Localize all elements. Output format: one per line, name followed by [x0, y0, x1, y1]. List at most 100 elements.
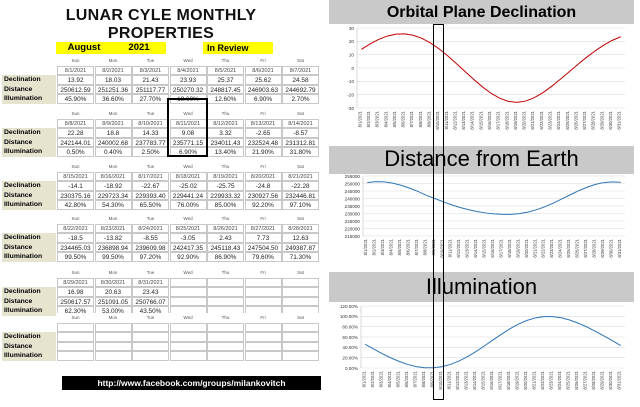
x-tick-label: 8/2/2021 [366, 110, 371, 127]
distance-cell [244, 341, 282, 351]
declination-cell: 18.8 [94, 128, 132, 138]
weekday-header: Wed [169, 214, 207, 224]
y-tick-label: 0.00% [345, 366, 358, 371]
page-title: LUNAR CYLE MONTHLY PROPERTIES [65, 7, 257, 42]
illumination-cell: 12.60% [207, 94, 244, 104]
x-tick-label: 8/12/2021 [456, 238, 461, 257]
date-cell: 8/17/2021 [132, 171, 169, 181]
distance-cell: 239609.98 [132, 242, 169, 252]
weekday-header: Sat [282, 214, 319, 224]
weekday-header: Fri [244, 313, 282, 323]
distance-cell [282, 296, 319, 306]
date-cell: 8/19/2021 [207, 171, 244, 181]
x-tick-label: 8/28/2021 [591, 370, 596, 389]
weekday-header: Mon [94, 162, 132, 172]
x-tick-label: 8/23/2021 [549, 238, 554, 257]
distance-cell: 245118.43 [207, 242, 244, 252]
illumination-cell: 71.30% [282, 252, 319, 262]
year-label: 2021 [112, 42, 166, 54]
x-tick-label: 8/30/2021 [608, 238, 613, 257]
distance-cell [169, 296, 207, 306]
weekday-header: Wed [169, 268, 207, 278]
x-tick-label: 8/18/2021 [507, 238, 512, 257]
x-tick-label: 8/15/2021 [478, 110, 483, 129]
distance-cell [244, 296, 282, 306]
declination-cell [207, 332, 244, 342]
weekday-header: Fri [244, 109, 282, 119]
distance-cell [169, 341, 207, 351]
declination-cell: 3.32 [207, 128, 244, 138]
weekday-header: Tue [132, 313, 169, 323]
row-declination: Declination [2, 332, 322, 342]
x-tick-label: 8/25/2021 [565, 110, 570, 129]
x-tick-label: 8/16/2021 [489, 370, 494, 389]
x-tick-label: 8/19/2021 [513, 110, 518, 129]
weekday-header: Sun [57, 214, 94, 224]
weekday-header: Mon [94, 109, 132, 119]
date-cell: 8/9/2021 [94, 118, 132, 128]
x-tick-label: 8/17/2021 [498, 238, 503, 257]
declination-cell [169, 287, 207, 297]
x-tick-label: 8/14/2021 [472, 370, 477, 389]
x-tick-label: 8/30/2021 [608, 370, 613, 389]
row-label: Distance [2, 242, 56, 252]
illumination-cell: 86.90% [207, 252, 244, 262]
distance-cell: 231312.81 [282, 137, 319, 147]
y-tick-label: 60.00% [342, 335, 358, 340]
declination-cell: -24.8 [244, 181, 282, 191]
row-label: Illumination [2, 94, 56, 104]
x-tick-label: 8/4/2021 [389, 238, 394, 255]
weekday-header: Mon [94, 268, 132, 278]
x-tick-label: 8/21/2021 [532, 370, 537, 389]
distance-cell: 248817.45 [207, 84, 244, 94]
distance-cell: 242417.35 [169, 242, 207, 252]
weekday-header: Tue [132, 56, 169, 66]
date-cell: 8/7/2021 [282, 65, 319, 75]
weekday-header: Mon [94, 214, 132, 224]
weekday-header: Sat [282, 56, 319, 66]
x-tick-label: 8/7/2021 [412, 370, 417, 387]
row-illumination: Illumination 42.80% 54.30% 65.50% 76.00% 85.0… [2, 200, 322, 210]
x-tick-label: 8/6/2021 [404, 370, 409, 387]
row-label: Illumination [2, 147, 56, 157]
x-tick-label: 8/28/2021 [591, 110, 596, 129]
weekday-header: Fri [244, 214, 282, 224]
illumination-cell: 0.40% [94, 147, 132, 157]
x-tick-label: 8/16/2021 [487, 110, 492, 129]
date-cell: 8/10/2021 [132, 118, 169, 128]
y-tick-label: 80.00% [342, 324, 358, 329]
x-tick-label: 8/3/2021 [375, 110, 380, 127]
declination-cell: 20.63 [94, 287, 132, 297]
group-url[interactable]: http://www.facebook.com/groups/milankovi… [62, 376, 321, 390]
x-tick-label: 8/22/2021 [539, 110, 544, 129]
x-tick-label: 8/1/2021 [361, 370, 366, 387]
date-cell: 8/3/2021 [132, 65, 169, 75]
x-tick-label: 8/13/2021 [465, 238, 470, 257]
x-tick-label: 8/22/2021 [541, 238, 546, 257]
x-tick-label: 8/18/2021 [504, 110, 509, 129]
x-tick-label: 8/27/2021 [583, 370, 588, 389]
weekday-header: Sun [57, 268, 94, 278]
x-tick-label: 8/6/2021 [401, 110, 406, 127]
row-declination: Declination 22.28 18.8 14.33 9.08 3.32 -2.65 -8… [2, 128, 322, 138]
row-label: Distance [2, 296, 56, 306]
illumination-cell: 85.00% [207, 200, 244, 210]
declination-cell: 22.28 [57, 128, 94, 138]
declination-cell: -14.1 [57, 181, 94, 191]
declination-cell: 7.73 [244, 233, 282, 243]
x-tick-label: 8/3/2021 [378, 370, 383, 387]
row-illumination: Illumination 0.50% 0.40% 2.50% 6.90% 13.40% 21… [2, 147, 322, 157]
row-distance: Distance 242144.01 240002.68 237783.77 23577… [2, 137, 322, 147]
declination-cell: -22.28 [282, 181, 319, 191]
row-distance: Distance 234465.03 236898.94 239609.98 24241… [2, 242, 322, 252]
y-tick-label: -30 [347, 106, 354, 111]
declination-chart: 30 20 10 0 -10 -20 -30 8/1/2021 8/2/2021 8/3/2021… [329, 24, 634, 142]
calendar-panel: LUNAR CYLE MONTHLY PROPERTIES August 202… [0, 0, 322, 404]
y-tick-label: 230000 [345, 211, 361, 216]
series-line [361, 33, 621, 103]
date-cell: 8/2/2021 [94, 65, 132, 75]
declination-cell: -25.02 [169, 181, 207, 191]
x-tick-label: 8/14/2021 [473, 238, 478, 257]
date-cell: 8/28/2021 [282, 223, 319, 233]
declination-cell: 25.37 [207, 75, 244, 85]
